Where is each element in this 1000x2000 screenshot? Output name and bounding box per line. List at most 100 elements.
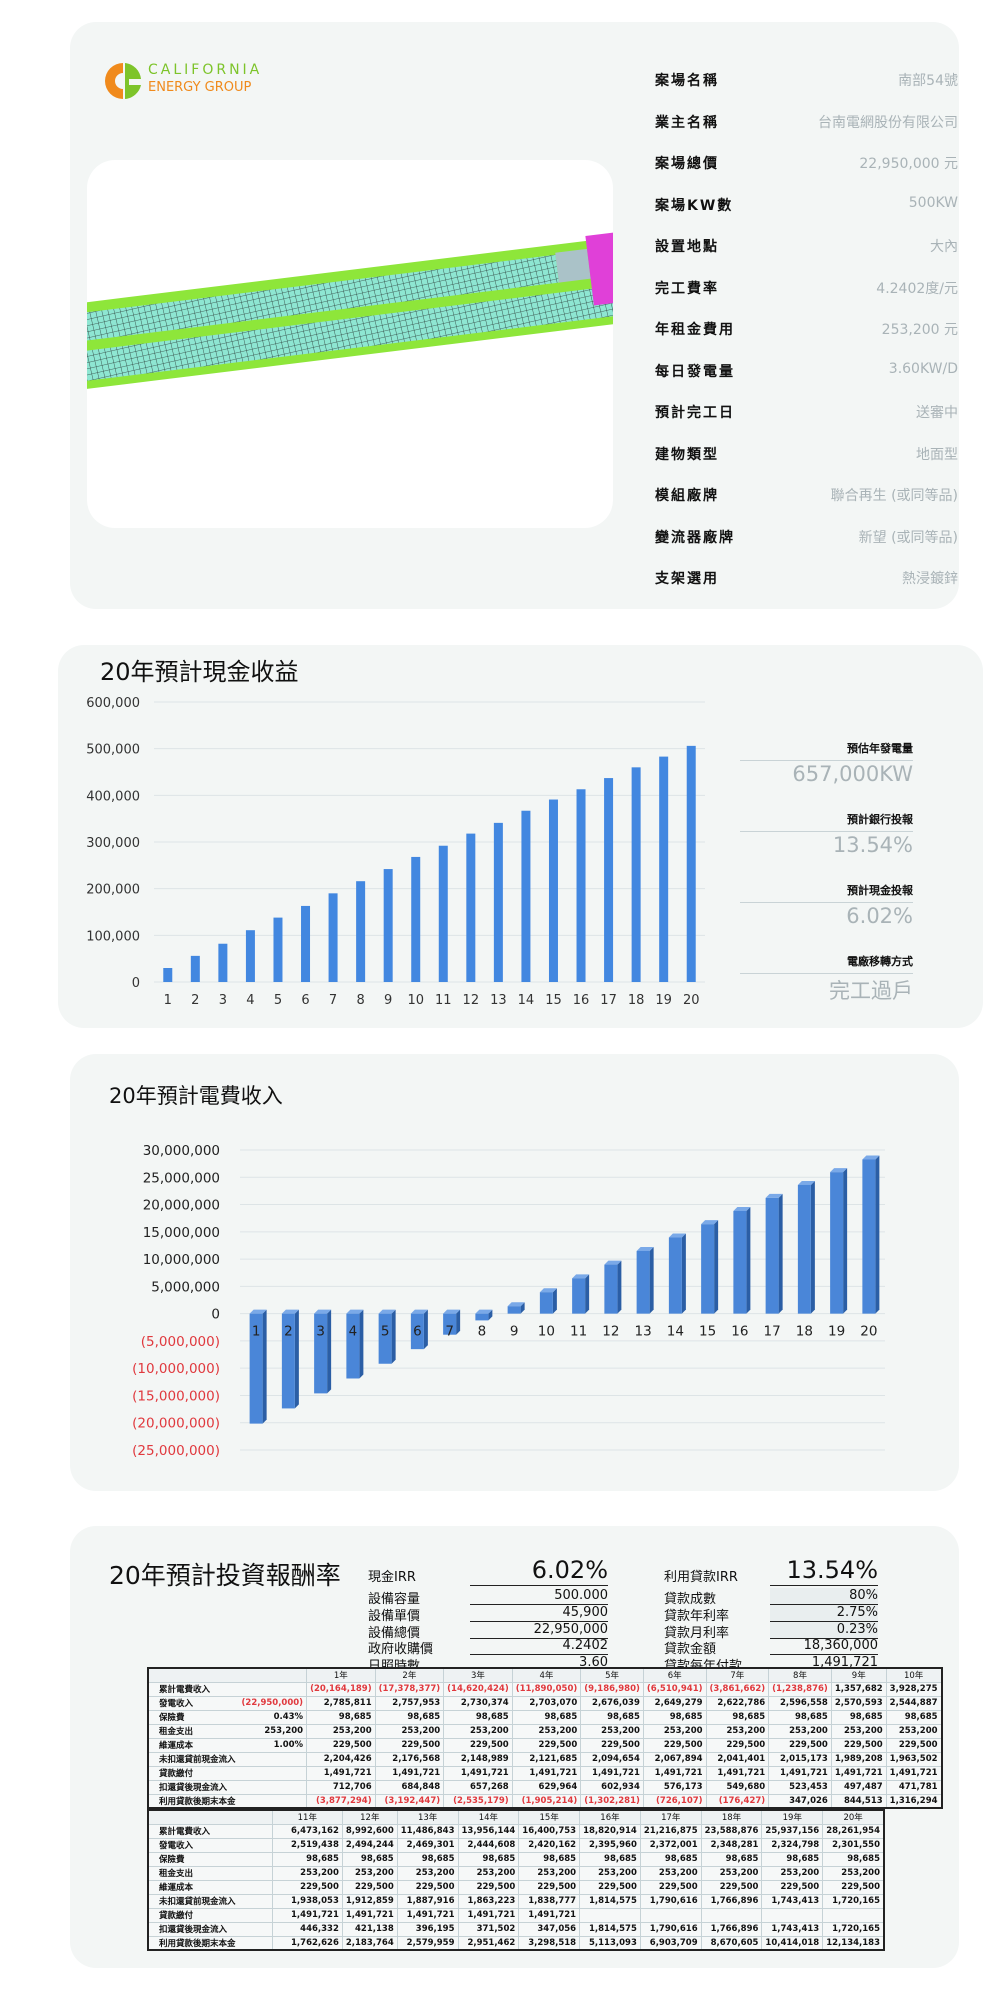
bar xyxy=(190,955,200,982)
bar xyxy=(701,1220,719,1314)
y-tick-label: 15,000,000 xyxy=(143,1225,220,1241)
param-value: 45,900 xyxy=(470,1605,608,1622)
cell: 1,743,413 xyxy=(761,1893,824,1909)
cell: 1,743,413 xyxy=(761,1921,824,1937)
cell: 2,622,786 xyxy=(705,1695,770,1711)
y-tick-label: (20,000,000) xyxy=(132,1416,220,1432)
cell: 98,685 xyxy=(830,1709,887,1725)
row-param xyxy=(238,1793,308,1809)
cell: 3,298,518 xyxy=(518,1935,581,1951)
cell xyxy=(822,1907,885,1923)
cell: 2,094,654 xyxy=(580,1751,644,1767)
cell: 1,491,721 xyxy=(271,1907,343,1923)
x-tick-label: 3 xyxy=(316,1324,325,1340)
cell: 3,928,275 xyxy=(885,1681,943,1697)
year-header: 14年 xyxy=(457,1809,520,1825)
cell: 12,134,183 xyxy=(822,1935,885,1951)
row-param xyxy=(242,1851,273,1867)
cell: 253,200 xyxy=(642,1723,707,1739)
y-tick-label: 100,000 xyxy=(86,929,140,944)
cell: 1,814,575 xyxy=(579,1893,641,1909)
revenue-chart-title: 20年預計電費收入 xyxy=(109,1084,283,1108)
y-tick-label: (10,000,000) xyxy=(132,1361,220,1377)
info-label: 案場總價 xyxy=(655,156,719,172)
cell: 253,200 xyxy=(443,1723,513,1739)
cell: 1,938,053 xyxy=(271,1893,343,1909)
cell: 2,579,959 xyxy=(396,1935,459,1951)
logo-line1: CALIFORNIA xyxy=(148,62,263,78)
bar xyxy=(438,845,448,982)
summary-value: 657,000KW xyxy=(792,762,913,786)
bar xyxy=(668,1233,686,1314)
cell: 1,491,721 xyxy=(443,1765,513,1781)
x-tick-label: 16 xyxy=(573,993,590,1008)
info-label: 完工費率 xyxy=(655,280,719,297)
x-tick-label: 12 xyxy=(463,993,480,1008)
bar xyxy=(378,1309,396,1364)
cell: 229,500 xyxy=(457,1879,520,1895)
param-label: 貸款成數 xyxy=(664,1592,717,1607)
table-row: 租金支出 253,200 253,200 253,200 253,200 253,200 2… xyxy=(147,1865,885,1881)
bar xyxy=(328,893,338,982)
cell: 1,838,777 xyxy=(518,1893,581,1909)
cell: 2,444,608 xyxy=(457,1837,520,1853)
cell: 2,015,173 xyxy=(768,1751,832,1767)
cell: 1,491,721 xyxy=(830,1765,887,1781)
year-header: 17年 xyxy=(639,1809,702,1825)
x-tick-label: 19 xyxy=(828,1324,845,1340)
cell: 253,200 xyxy=(700,1865,763,1881)
cashflow-table: 1年 2年 3年 4年 5年 6年 7年 8年 9年 10年 累計電費收入 (20,164,189)(… xyxy=(147,1667,943,1809)
bar xyxy=(411,856,421,982)
info-label: 案場名稱 xyxy=(655,73,719,89)
bar xyxy=(797,1180,815,1314)
param-value: 4.2402 xyxy=(470,1638,608,1656)
row-label: 未扣還貸前現金流入 xyxy=(147,1893,243,1909)
bar xyxy=(443,1309,461,1335)
cell: 253,200 xyxy=(374,1723,445,1739)
cell: 253,200 xyxy=(341,1865,398,1881)
info-value: 253,200 元 xyxy=(881,322,958,338)
param-label: 政府收購價 xyxy=(368,1642,434,1658)
cell: 25,937,156 xyxy=(761,1823,824,1839)
summary-label: 預估年發電量 xyxy=(740,740,913,761)
cell: 21,216,875 xyxy=(639,1823,702,1839)
bar xyxy=(245,930,255,982)
row-param xyxy=(242,1935,273,1951)
x-tick-label: 2 xyxy=(191,993,199,1008)
year-header: 16年 xyxy=(579,1809,641,1825)
cell: 229,500 xyxy=(396,1879,459,1895)
bar xyxy=(281,1309,299,1409)
cell: 11,486,843 xyxy=(396,1823,459,1839)
table-row: 利用貸款後期末本金 (3,877,294) (3,192,447) (2,535,17… xyxy=(147,1793,943,1809)
row-param xyxy=(238,1779,308,1795)
cell: (11,890,050) xyxy=(511,1681,582,1697)
bar xyxy=(301,905,311,982)
row-param xyxy=(242,1865,273,1881)
year-header: 9年 xyxy=(830,1667,887,1683)
param-label: 貸款年利率 xyxy=(664,1608,730,1624)
cell: 421,138 xyxy=(341,1921,398,1937)
cell: 253,200 xyxy=(885,1723,943,1739)
cell: 229,500 xyxy=(700,1879,763,1895)
row-param: 253,200 xyxy=(238,1723,308,1739)
cell: 253,200 xyxy=(580,1723,644,1739)
year-header: 5年 xyxy=(580,1667,644,1683)
cell xyxy=(700,1907,763,1923)
cell: 229,500 xyxy=(639,1879,702,1895)
bar xyxy=(410,1309,428,1350)
x-tick-label: 18 xyxy=(796,1324,813,1340)
cash-income-card xyxy=(58,645,983,1028)
cell: 253,200 xyxy=(768,1723,832,1739)
year-header: 3年 xyxy=(443,1667,513,1683)
cell: 1,814,575 xyxy=(579,1921,641,1937)
param-value: 500.000 xyxy=(470,1588,608,1605)
cell: 229,500 xyxy=(580,1737,644,1753)
y-tick-label: (25,000,000) xyxy=(132,1443,220,1459)
bar xyxy=(539,1288,557,1314)
cell: 28,261,954 xyxy=(822,1823,885,1839)
bar xyxy=(576,789,586,982)
cell: 629,964 xyxy=(511,1779,582,1795)
info-label: 年租金費用 xyxy=(655,322,735,338)
site-image xyxy=(87,160,613,528)
info-value: 4.2402度/元 xyxy=(876,280,958,297)
